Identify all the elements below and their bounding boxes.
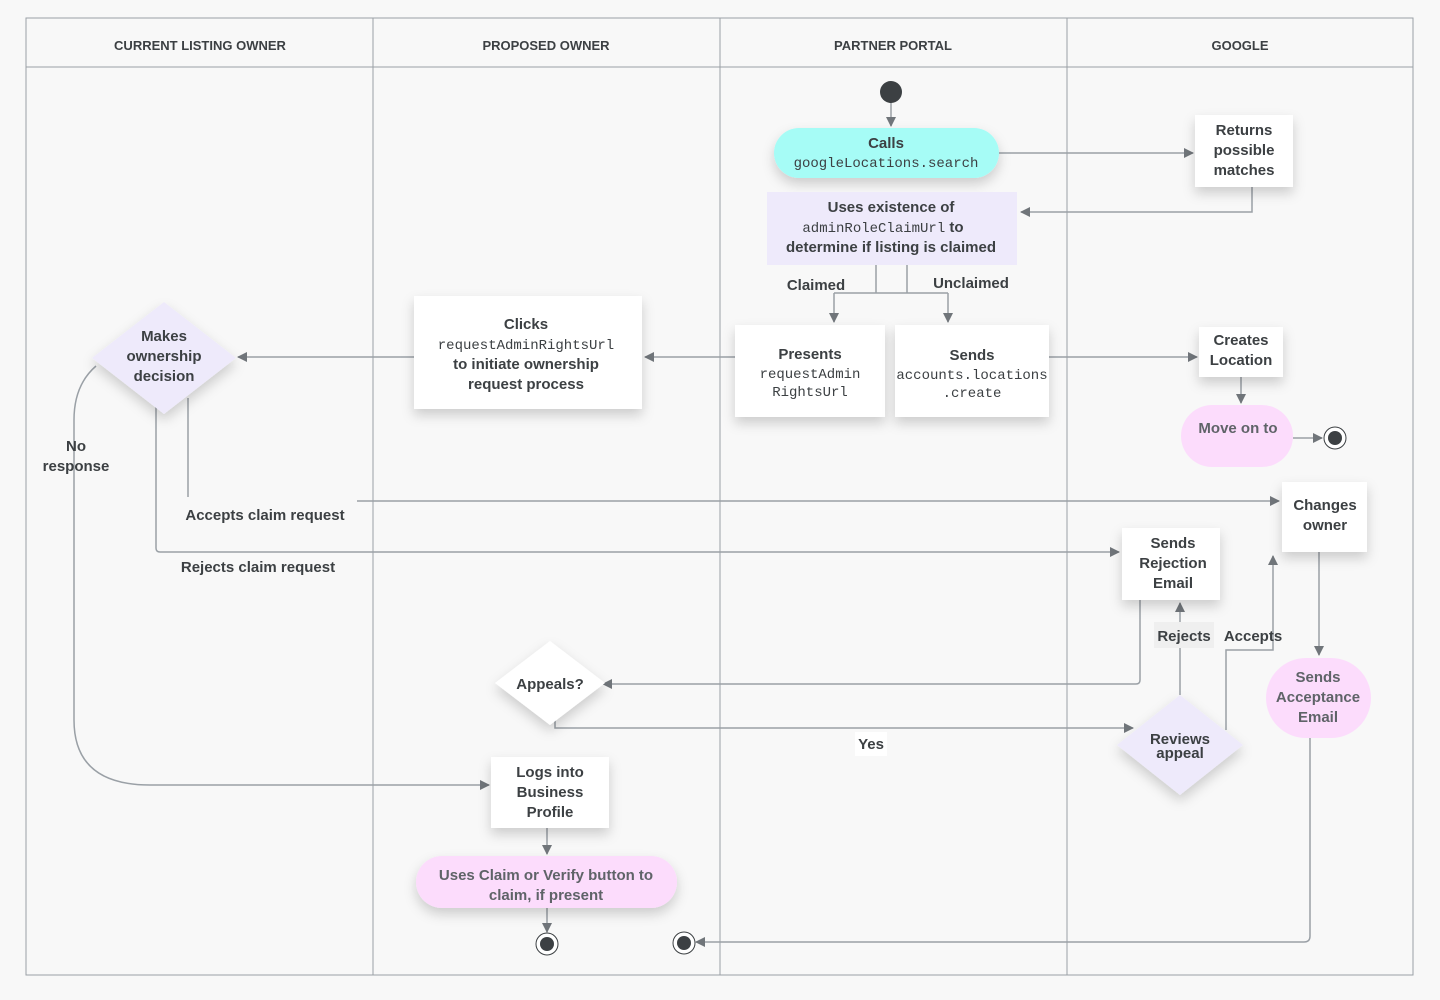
node-text: Changes (1293, 497, 1356, 514)
label-bg (1154, 622, 1214, 648)
edge-rejects-to-rejection-email (155, 406, 1120, 557)
node-text: Sends (949, 347, 994, 364)
edge-rejection-to-appeals (602, 600, 1141, 689)
node-acceptance-email: Sends Acceptance Email (1266, 658, 1371, 738)
node-text: Makes (141, 328, 187, 345)
label-no-response: response (43, 458, 110, 475)
node-text: Appeals? (516, 676, 584, 693)
node-appeals: Appeals? (495, 641, 605, 725)
edge-uses-split (834, 265, 948, 294)
node-text: Presents (778, 346, 841, 363)
node-text: Uses Claim or Verify button to (439, 867, 653, 884)
label-claimed: Claimed (787, 277, 845, 294)
edge-returns-to-uses (1020, 187, 1253, 217)
label-accepts: Accepts (1224, 628, 1282, 645)
node-text: Creates (1213, 332, 1268, 349)
edge-acceptance-to-end (695, 738, 1311, 947)
edges (73, 102, 1324, 947)
node-logs-into: Logs into Business Profile (491, 757, 609, 828)
edge-no-response-to-logs (73, 365, 490, 790)
node-text: Move on to (1198, 420, 1277, 437)
label-bg (855, 732, 887, 756)
node-text: Clicks (504, 316, 548, 333)
edge-reviews-accepts (1225, 555, 1278, 730)
node-changes-owner: Changes owner (1282, 482, 1367, 552)
lane-header-partner-portal: PARTNER PORTAL (834, 38, 952, 53)
label-unclaimed: Unclaimed (933, 275, 1009, 292)
node-text: Email (1153, 575, 1193, 592)
node-text: Business (517, 784, 584, 801)
node-text: ownership (126, 348, 201, 365)
node-text: Email (1298, 709, 1338, 726)
node-text: decision (134, 368, 195, 385)
node-text: Logs into (516, 764, 584, 781)
node-uses-existence: Uses existence of adminRoleClaimUrl to d… (767, 192, 1017, 265)
start-node (880, 81, 902, 103)
node-text: Sends (1150, 535, 1195, 552)
node-text: .create (943, 386, 1002, 402)
node-text: claim, if present (489, 887, 603, 904)
node-uses-claim: Uses Claim or Verify button to claim, if… (416, 856, 677, 908)
node-rejection-email: Sends Rejection Email (1122, 528, 1220, 600)
label-no-response: No (66, 438, 86, 455)
label-rejects: Rejects (1157, 628, 1210, 645)
label-yes: Yes (858, 736, 884, 753)
node-sends-create: Sends accounts.locations .create (895, 325, 1049, 417)
node-text: Rejection (1139, 555, 1207, 572)
node-text: possible (1214, 142, 1275, 159)
node-text: owner (1303, 517, 1347, 534)
node-presents: Presents requestAdmin RightsUrl (735, 325, 885, 417)
node-text: Profile (527, 804, 574, 821)
end-node (535, 932, 559, 956)
node-text: requestAdmin (760, 367, 861, 383)
node-text: Uses existence of (828, 199, 956, 216)
node-text: Reviews (1150, 731, 1210, 748)
node-makes-decision: Makes ownership decision (92, 302, 236, 414)
label-accepts-claim: Accepts claim request (185, 507, 344, 524)
node-text: requestAdminRightsUrl (438, 338, 614, 354)
node-clicks: Clicks requestAdminRightsUrl to initiate… (414, 296, 642, 409)
label-rejects-claim: Rejects claim request (181, 559, 335, 576)
lane-header-current-owner: CURRENT LISTING OWNER (114, 38, 286, 53)
node-returns-matches: Returns possible matches (1195, 115, 1293, 187)
end-node (672, 931, 696, 955)
node-move-on: Move on to (1181, 405, 1293, 467)
node-text: Sends (1295, 669, 1340, 686)
node-text: to initiate ownership (453, 356, 599, 373)
lane-header-proposed-owner: PROPOSED OWNER (482, 38, 610, 53)
node-text: Location (1210, 352, 1273, 369)
node-text: Returns (1216, 122, 1273, 139)
node-text: googleLocations.search (794, 156, 979, 172)
node-creates-location: Creates Location (1199, 327, 1283, 377)
node-calls: Calls googleLocations.search (774, 128, 999, 178)
end-node (1323, 426, 1347, 450)
node-text: accounts.locations (896, 368, 1047, 384)
lane-header-google: GOOGLE (1211, 38, 1268, 53)
node-text: matches (1214, 162, 1275, 179)
lanes: CURRENT LISTING OWNER PROPOSED OWNER PAR… (25, 17, 1414, 976)
node-reviews-appeal: Reviews appeal (1117, 695, 1243, 795)
node-text: Calls (868, 135, 904, 152)
node-text: adminRoleClaimUrl to (802, 219, 963, 237)
node-text: RightsUrl (772, 385, 848, 401)
node-text: determine if listing is claimed (786, 239, 996, 256)
node-text: Acceptance (1276, 689, 1360, 706)
node-text: request process (468, 376, 584, 393)
node-text: appeal (1156, 745, 1204, 762)
